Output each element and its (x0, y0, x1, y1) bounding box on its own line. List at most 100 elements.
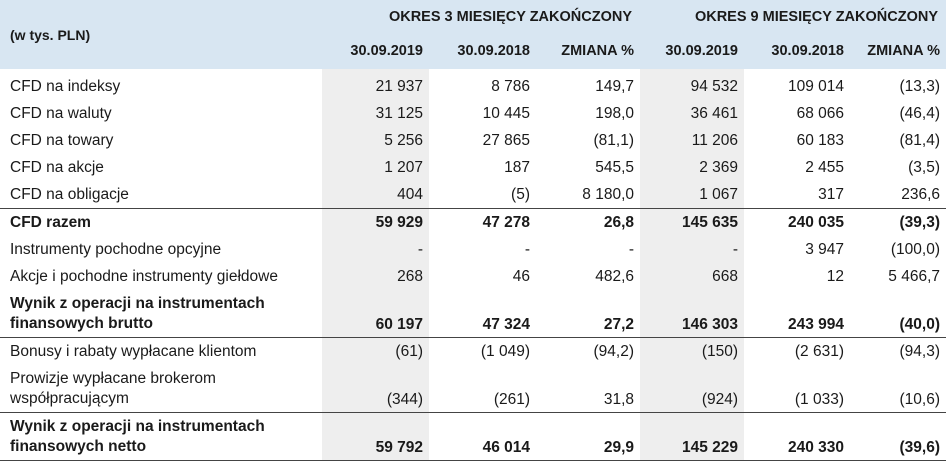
table-row: Bonusy i rabaty wypłacane klientom (61) … (0, 337, 946, 365)
cell-value: 198,0 (595, 104, 634, 122)
table-row: CFD na indeksy 21 937 8 786 149,7 94 532… (0, 69, 946, 100)
cell-value: (81,4) (899, 131, 941, 149)
table-header: (w tys. PLN) OKRES 3 MIESIĘCY ZAKOŃCZONY… (0, 0, 946, 69)
cell-value: 31 125 (322, 100, 429, 127)
cell-value: (344) (322, 365, 429, 413)
cell-value: 46 014 (429, 412, 536, 461)
cell-value: 5 466,7 (888, 267, 940, 285)
cell-value: 27 865 (482, 131, 530, 149)
cell-value: (46,4) (899, 104, 941, 122)
cell-value: 11 206 (640, 127, 744, 154)
cell-value: 60 197 (322, 290, 429, 338)
row-label: Akcje i pochodne instrumenty giełdowe (10, 267, 278, 285)
cell-value: 26,8 (603, 213, 634, 231)
cell-value: 60 183 (796, 131, 844, 149)
cell-value: (94,3) (899, 342, 941, 360)
table-body: CFD na indeksy 21 937 8 786 149,7 94 532… (0, 69, 946, 461)
period-3m-header: OKRES 3 MIESIĘCY ZAKOŃCZONY (322, 0, 640, 33)
cell-value: 12 (826, 267, 844, 285)
cell-value: 243 994 (744, 290, 850, 338)
cell-value: 146 303 (640, 290, 744, 338)
unit-label: (w tys. PLN) (0, 0, 322, 69)
cell-value: 236,6 (850, 181, 946, 209)
cell-value: 47 278 (482, 213, 530, 231)
cell-value: (1 033) (744, 365, 850, 413)
column-header: 30.09.2019 (322, 33, 429, 69)
table-row: CFD na obligacje 404 (5) 8 180,0 1 067 3… (0, 181, 946, 209)
row-label: CFD na akcje (10, 158, 104, 176)
cell-value: (39,6) (850, 412, 946, 461)
cell-value: (81,1) (593, 131, 635, 149)
cell-value: 482,6 (595, 267, 634, 285)
cell-value: - (628, 240, 634, 258)
cell-value: 109 014 (787, 77, 844, 95)
cell-value: 2 455 (805, 158, 844, 176)
table-row: Prowizje wypłacane brokerom współpracują… (0, 365, 946, 413)
cell-value: (924) (640, 365, 744, 413)
cell-value: 1 067 (640, 181, 744, 209)
cell-value: 187 (504, 158, 530, 176)
row-label: CFD na obligacje (0, 181, 322, 209)
cell-value: 31,8 (536, 365, 640, 413)
cell-value: 3 947 (805, 240, 844, 258)
cell-value: 668 (640, 263, 744, 290)
cell-value: - (640, 236, 744, 263)
table-row: CFD na akcje 1 207 187 545,5 2 369 2 455… (0, 154, 946, 181)
cell-value: (1 049) (480, 342, 530, 360)
cell-value: (3,5) (908, 158, 940, 176)
column-header: ZMIANA % (536, 33, 640, 69)
row-label: Bonusy i rabaty wypłacane klientom (10, 342, 257, 360)
cell-value: (39,3) (899, 213, 941, 231)
cell-value: (2 631) (794, 342, 844, 360)
cell-value: (150) (640, 337, 744, 365)
cell-value: 27,2 (536, 290, 640, 338)
row-label: Prowizje wypłacane brokerom współpracują… (0, 365, 322, 413)
row-label: CFD na waluty (10, 104, 112, 122)
table-row: CFD na towary 5 256 27 865 (81,1) 11 206… (0, 127, 946, 154)
cell-value: 145 229 (640, 412, 744, 461)
financial-results-table: (w tys. PLN) OKRES 3 MIESIĘCY ZAKOŃCZONY… (0, 0, 946, 461)
cell-value: (13,3) (899, 77, 941, 95)
cell-value: 21 937 (322, 69, 429, 100)
cell-value: 545,5 (595, 158, 634, 176)
row-label: Wynik z operacji na instrumentach finans… (0, 412, 322, 461)
cell-value: 8 786 (491, 77, 530, 95)
cell-value: 36 461 (640, 100, 744, 127)
table-row: Wynik z operacji na instrumentach finans… (0, 412, 946, 461)
cell-value: (10,6) (850, 365, 946, 413)
cell-value: 5 256 (322, 127, 429, 154)
table-row: CFD razem 59 929 47 278 26,8 145 635 240… (0, 208, 946, 236)
row-label: Instrumenty pochodne opcyjne (10, 240, 222, 258)
period-9m-header: OKRES 9 MIESIĘCY ZAKOŃCZONY (640, 0, 946, 33)
cell-value: 149,7 (595, 77, 634, 95)
cell-value: 47 324 (429, 290, 536, 338)
cell-value: - (524, 240, 530, 258)
cell-value: 145 635 (640, 208, 744, 236)
table-row: Wynik z operacji na instrumentach finans… (0, 290, 946, 338)
cell-value: 46 (512, 267, 530, 285)
row-label: Wynik z operacji na instrumentach finans… (0, 290, 322, 338)
cell-value: 268 (322, 263, 429, 290)
cell-value: 59 929 (322, 208, 429, 236)
cell-value: (100,0) (890, 240, 940, 258)
cell-value: 240 035 (787, 213, 844, 231)
cell-value: (94,2) (593, 342, 635, 360)
cell-value: 94 532 (640, 69, 744, 100)
cell-value: - (322, 236, 429, 263)
table-row: Instrumenty pochodne opcyjne - - - - 3 9… (0, 236, 946, 263)
column-header: 30.09.2019 (640, 33, 744, 69)
cell-value: 10 445 (482, 104, 530, 122)
cell-value: 317 (744, 181, 850, 209)
cell-value: 59 792 (322, 412, 429, 461)
column-header: ZMIANA % (850, 33, 946, 69)
cell-value: 1 207 (322, 154, 429, 181)
cell-value: 29,9 (536, 412, 640, 461)
cell-value: 2 369 (640, 154, 744, 181)
cell-value: (261) (429, 365, 536, 413)
cell-value: (40,0) (850, 290, 946, 338)
column-header: 30.09.2018 (744, 33, 850, 69)
column-header: 30.09.2018 (429, 33, 536, 69)
cell-value: (5) (429, 181, 536, 209)
cell-value: (61) (322, 337, 429, 365)
row-label: CFD razem (10, 213, 91, 231)
